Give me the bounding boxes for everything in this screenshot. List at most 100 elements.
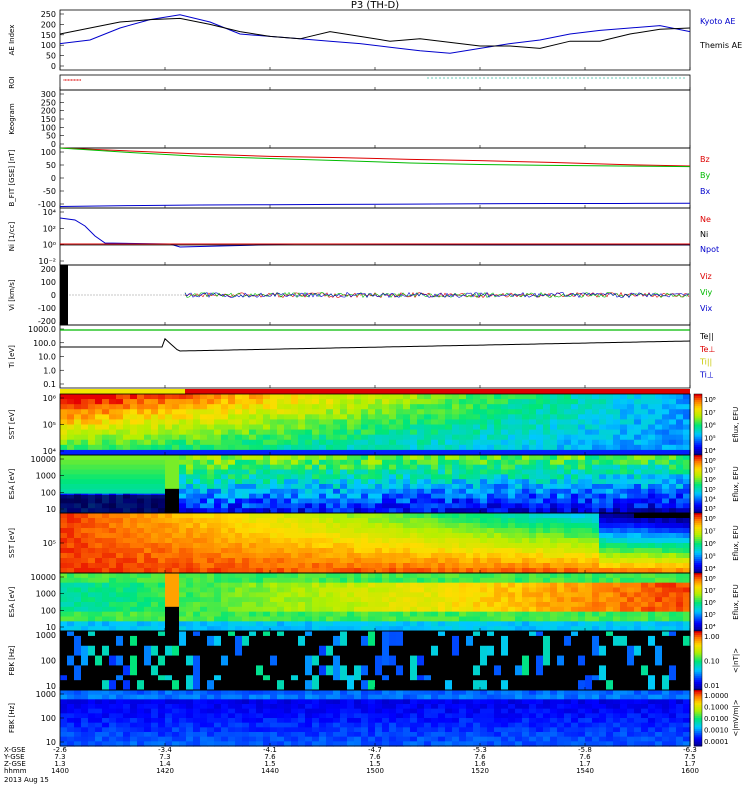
heatmap-cell (123, 533, 131, 539)
heatmap-cell (228, 513, 236, 519)
heatmap-cell (487, 592, 495, 598)
heatmap-cell (319, 429, 327, 436)
heatmap-cell (480, 533, 488, 539)
heatmap-cell (165, 484, 173, 490)
heatmap-cell (284, 464, 292, 471)
heatmap-cell (137, 488, 145, 495)
heatmap-cell (522, 394, 530, 400)
heatmap-cell (88, 665, 96, 671)
heatmap-cell (256, 582, 264, 589)
heatmap-cell (256, 523, 264, 529)
heatmap-cell (263, 439, 271, 446)
heatmap-cell (501, 493, 509, 500)
heatmap-cell (445, 434, 453, 441)
heatmap-cell (88, 464, 96, 471)
heatmap-cell (592, 508, 600, 514)
heatmap-cell (81, 597, 89, 603)
heatmap-cell (95, 419, 103, 426)
heatmap-cell (179, 592, 187, 598)
heatmap-cell (81, 548, 89, 554)
heatmap-cell (375, 573, 383, 579)
heatmap-cell (151, 513, 159, 519)
heatmap-cell (424, 675, 432, 681)
heatmap-cell (319, 404, 327, 410)
heatmap-cell (473, 399, 481, 405)
heatmap-cell (298, 592, 306, 598)
heatmap-cell (431, 616, 439, 622)
heatmap-cell (179, 503, 187, 509)
heatmap-cell (291, 518, 299, 524)
heatmap-cell (669, 493, 677, 500)
heatmap-cell (305, 665, 313, 671)
heatmap-cell (95, 606, 103, 613)
heatmap-cell (634, 606, 642, 613)
heatmap-cell (431, 592, 439, 598)
heatmap-cell (179, 513, 187, 519)
heatmap-cell (263, 484, 271, 490)
heatmap-cell (284, 469, 292, 475)
heatmap-cell (375, 538, 383, 544)
heatmap-cell (396, 680, 404, 686)
heatmap-cell (123, 484, 131, 490)
heatmap-cell (263, 404, 271, 410)
heatmap-cell (347, 640, 355, 647)
heatmap-cell (578, 399, 586, 405)
heatmap-cell (144, 439, 152, 446)
heatmap-cell (186, 414, 194, 421)
heatmap-cell (655, 484, 663, 490)
heatmap-cell (627, 577, 635, 584)
heatmap-cell (326, 563, 334, 569)
heatmap-cell (445, 469, 453, 475)
heatmap-cell (466, 439, 474, 446)
heatmap-cell (550, 424, 558, 431)
heatmap-cell (165, 553, 173, 559)
heatmap-cell (452, 626, 460, 632)
heatmap-cell (60, 621, 68, 627)
heatmap-cell (641, 474, 649, 480)
heatmap-cell (347, 563, 355, 569)
heatmap-cell (683, 399, 691, 405)
heatmap-cell (60, 606, 68, 613)
heatmap-cell (312, 597, 320, 603)
heatmap-cell (431, 670, 439, 676)
heatmap-cell (186, 660, 194, 667)
heatmap-cell (67, 665, 75, 671)
heatmap-cell (410, 513, 418, 519)
heatmap-cell (438, 449, 446, 456)
heatmap-cell (256, 394, 264, 400)
heatmap-cell (368, 419, 376, 426)
heatmap-cell (193, 582, 201, 589)
heatmap-cell (403, 606, 411, 613)
heatmap-cell (235, 548, 243, 554)
heatmap-cell (445, 479, 453, 485)
heatmap-cell (298, 424, 306, 431)
heatmap-cell (620, 419, 628, 426)
heatmap-cell (382, 439, 390, 446)
heatmap-cell (550, 558, 558, 564)
heatmap-cell (543, 469, 551, 475)
heatmap-cell (88, 469, 96, 475)
heatmap-cell (564, 518, 572, 524)
heatmap-cell (214, 409, 222, 415)
heatmap-cell (102, 645, 110, 652)
heatmap-cell (123, 606, 131, 613)
heatmap-cell (291, 670, 299, 676)
heatmap-cell (536, 513, 544, 519)
heatmap-cell (270, 665, 278, 671)
heatmap-cell (333, 464, 341, 471)
heatmap-cell (291, 655, 299, 662)
heatmap-cell (627, 429, 635, 436)
heatmap-cell (368, 582, 376, 589)
heatmap-cell (375, 558, 383, 564)
heatmap-cell (207, 394, 215, 400)
heatmap-cell (67, 419, 75, 426)
heatmap-cell (214, 444, 222, 451)
heatmap-cell (165, 573, 173, 579)
heatmap-cell (564, 553, 572, 559)
heatmap-cell (221, 508, 229, 514)
heatmap-cell (634, 573, 642, 579)
heatmap-cell (494, 474, 502, 480)
heatmap-cell (627, 592, 635, 598)
heatmap-cell (452, 464, 460, 471)
heatmap-cell (683, 419, 691, 426)
